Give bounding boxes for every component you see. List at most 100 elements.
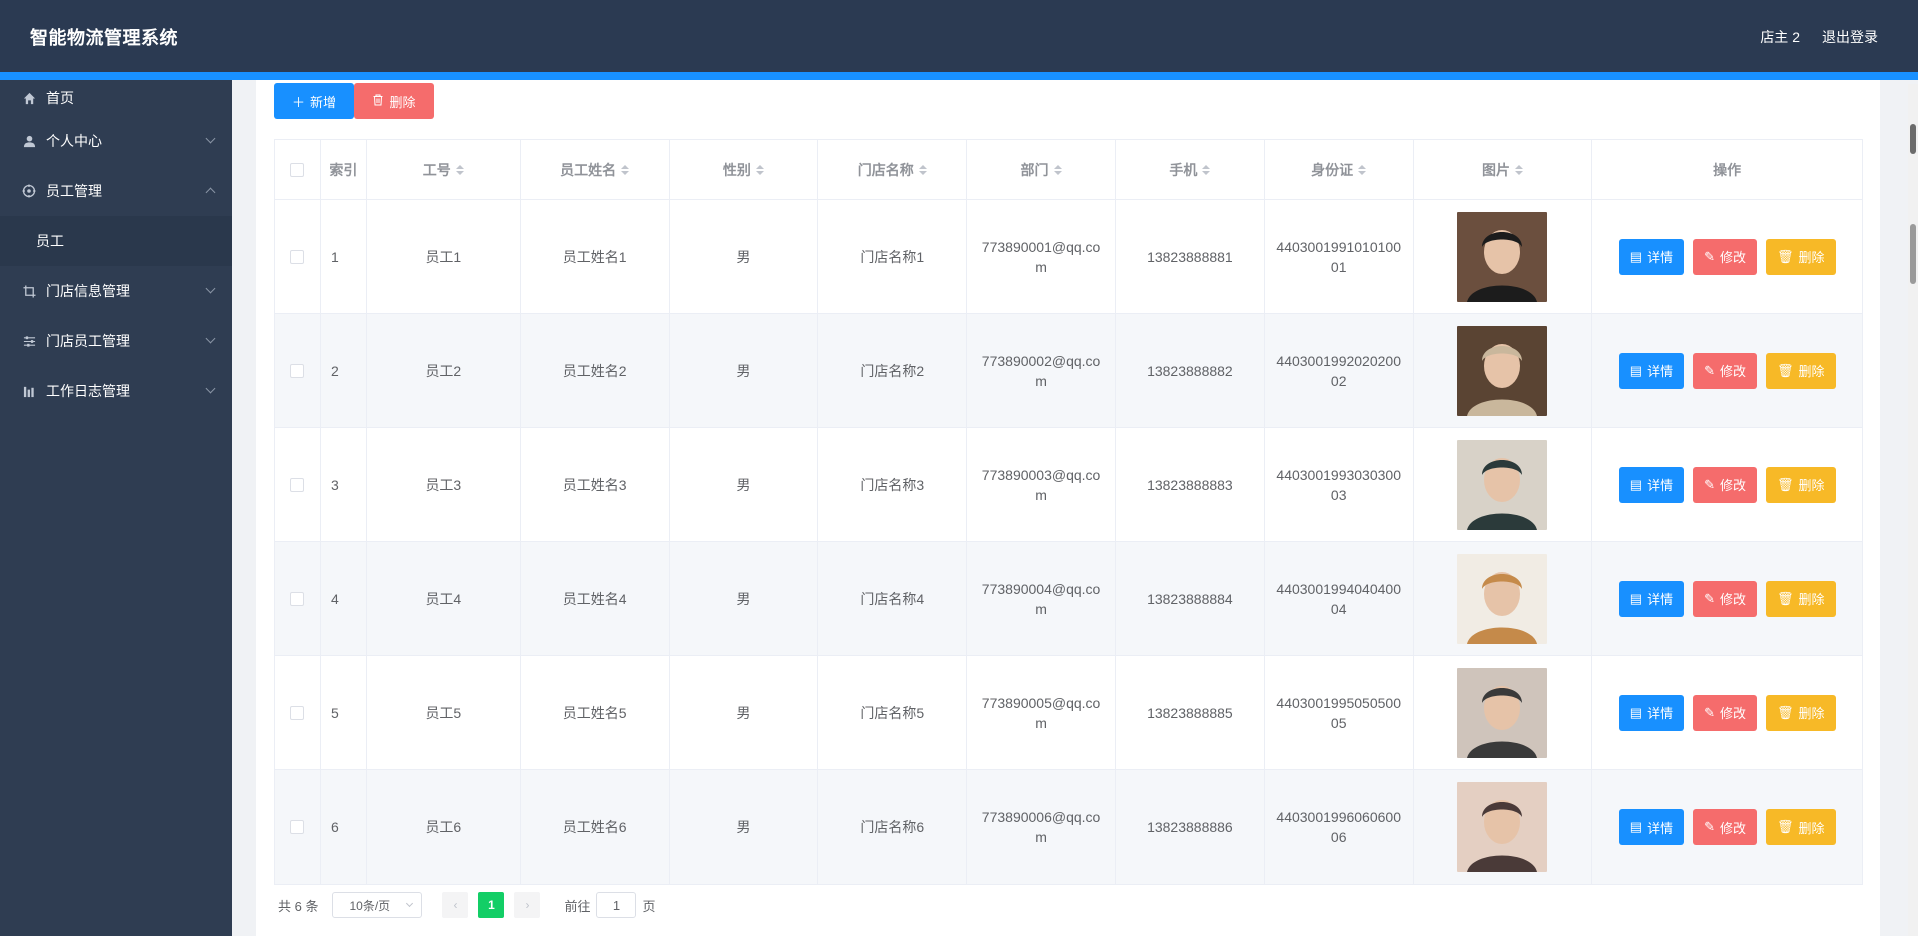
header-accent-bar	[0, 72, 1918, 80]
edit-button-label: 修改	[1720, 706, 1747, 721]
sidebar-item-store-info[interactable]: 门店信息管理	[0, 266, 232, 316]
cog-icon	[22, 184, 36, 198]
column-header-gender[interactable]: 性别	[670, 140, 819, 199]
sort-icon[interactable]	[1358, 164, 1367, 175]
staff-photo[interactable]	[1457, 782, 1548, 872]
edit-button[interactable]: ✎ 修改	[1693, 580, 1758, 617]
document-icon: ▤	[1629, 704, 1643, 720]
sort-icon[interactable]	[455, 164, 464, 175]
delete-button[interactable]: 🗑 删除	[1766, 809, 1836, 845]
sidebar-item-profile[interactable]: 个人中心	[0, 116, 232, 166]
table-row: 1 员工1 员工姓名1 男 门店名称1 773890001@qq.com 138…	[275, 200, 1862, 314]
sidebar-subitem-staff[interactable]: 员工	[0, 216, 232, 266]
row-checkbox[interactable]	[290, 249, 305, 264]
table-row: 4 员工4 员工姓名4 男 门店名称4 773890004@qq.com 138…	[275, 542, 1862, 656]
cell-index: 3	[321, 428, 367, 541]
trash-icon: 🗑	[1777, 476, 1794, 492]
sort-icon[interactable]	[918, 164, 927, 175]
detail-button[interactable]: ▤ 详情	[1618, 352, 1685, 389]
row-select-cell	[275, 656, 321, 769]
column-header-photo[interactable]: 图片	[1414, 140, 1593, 199]
document-icon: ▤	[1629, 819, 1643, 834]
delete-button[interactable]: 🗑 删除	[1766, 466, 1836, 503]
sidebar-item-store-staff[interactable]: 门店员工管理	[0, 316, 232, 366]
cell-idcard: 440300199404040004	[1265, 542, 1414, 655]
page-number-current[interactable]: 1	[478, 892, 505, 918]
goto-suffix: 页	[642, 898, 656, 914]
staff-photo[interactable]	[1457, 667, 1548, 758]
trash-icon: 🗑	[1777, 819, 1794, 834]
edit-button[interactable]: ✎ 修改	[1693, 694, 1758, 731]
batch-delete-button[interactable]: 删除	[354, 83, 434, 119]
sort-icon[interactable]	[1053, 164, 1062, 175]
staff-photo[interactable]	[1457, 325, 1548, 416]
cell-gender: 男	[670, 428, 819, 541]
column-header-idcard[interactable]: 身份证	[1265, 140, 1414, 199]
trash-icon	[372, 94, 384, 109]
header-user-area: 店主 2 退出登录	[1760, 27, 1878, 47]
cell-phone: 13823888883	[1116, 428, 1265, 541]
plus-icon: ＋	[291, 94, 305, 110]
staff-photo[interactable]	[1457, 211, 1548, 302]
cell-gender: 男	[670, 656, 819, 769]
column-header-name[interactable]: 员工姓名	[521, 140, 670, 199]
row-checkbox[interactable]	[290, 363, 305, 378]
detail-button[interactable]: ▤ 详情	[1618, 809, 1685, 845]
sort-icon[interactable]	[621, 164, 630, 175]
detail-button-label: 详情	[1647, 820, 1674, 836]
column-header-store[interactable]: 门店名称	[818, 140, 968, 199]
add-button[interactable]: ＋ 新增	[274, 83, 354, 119]
table-body: 1 员工1 员工姓名1 男 门店名称1 773890001@qq.com 138…	[275, 200, 1862, 884]
column-header-dept[interactable]: 部门	[967, 140, 1116, 199]
detail-button-label: 详情	[1647, 478, 1674, 493]
logout-link[interactable]: 退出登录	[1822, 29, 1878, 45]
prev-page-button[interactable]: ‹	[442, 892, 469, 918]
delete-button[interactable]: 🗑 删除	[1766, 580, 1836, 617]
select-all-cell	[275, 140, 321, 199]
staff-photo[interactable]	[1457, 439, 1548, 530]
delete-button[interactable]: 🗑 删除	[1766, 238, 1836, 275]
document-icon: ▤	[1629, 362, 1643, 378]
detail-button[interactable]: ▤ 详情	[1618, 694, 1685, 731]
cell-department: 773890002@qq.com	[967, 314, 1116, 427]
delete-button[interactable]: 🗑 删除	[1766, 352, 1836, 389]
detail-button[interactable]: ▤ 详情	[1618, 466, 1685, 503]
cell-store-name: 门店名称1	[818, 200, 968, 313]
sidebar-item-staff-management[interactable]: 员工管理	[0, 166, 232, 216]
home-icon	[22, 91, 36, 105]
current-user-label[interactable]: 店主 2	[1760, 29, 1800, 45]
page-size-select[interactable]: 10条/页	[332, 892, 423, 918]
select-all-checkbox[interactable]	[290, 162, 305, 177]
sort-icon[interactable]	[755, 164, 764, 175]
column-header-label: 手机	[1169, 161, 1198, 178]
sort-icon[interactable]	[1202, 164, 1211, 175]
column-header-phone[interactable]: 手机	[1116, 140, 1265, 199]
edit-button[interactable]: ✎ 修改	[1693, 809, 1758, 845]
page-scrollbar[interactable]	[1908, 84, 1918, 936]
detail-button-label: 详情	[1647, 364, 1674, 379]
sidebar-item-label: 门店信息管理	[46, 283, 130, 299]
sidebar-item-work-log[interactable]: 工作日志管理	[0, 366, 232, 416]
next-page-button[interactable]: ›	[514, 892, 541, 918]
cell-index: 4	[321, 542, 367, 655]
pencil-icon: ✎	[1704, 590, 1716, 606]
scrollbar-thumb[interactable]	[1910, 224, 1916, 284]
delete-button[interactable]: 🗑 删除	[1766, 694, 1836, 731]
detail-button[interactable]: ▤ 详情	[1618, 238, 1685, 275]
cell-photo	[1414, 314, 1593, 427]
row-checkbox[interactable]	[290, 820, 305, 834]
column-header-id[interactable]: 工号	[367, 140, 521, 199]
row-checkbox[interactable]	[290, 705, 305, 720]
edit-button[interactable]: ✎ 修改	[1693, 466, 1758, 503]
edit-button[interactable]: ✎ 修改	[1693, 238, 1758, 275]
edit-button[interactable]: ✎ 修改	[1693, 352, 1758, 389]
goto-page-input[interactable]	[596, 892, 637, 918]
staff-photo[interactable]	[1457, 553, 1548, 644]
cell-store-name: 门店名称5	[818, 656, 968, 769]
row-checkbox[interactable]	[290, 591, 305, 606]
sidebar-item-home[interactable]: 首页	[0, 80, 232, 116]
row-checkbox[interactable]	[290, 477, 305, 492]
sort-icon[interactable]	[1514, 164, 1523, 175]
cell-staff-name: 员工姓名5	[521, 656, 670, 769]
detail-button[interactable]: ▤ 详情	[1618, 580, 1685, 617]
